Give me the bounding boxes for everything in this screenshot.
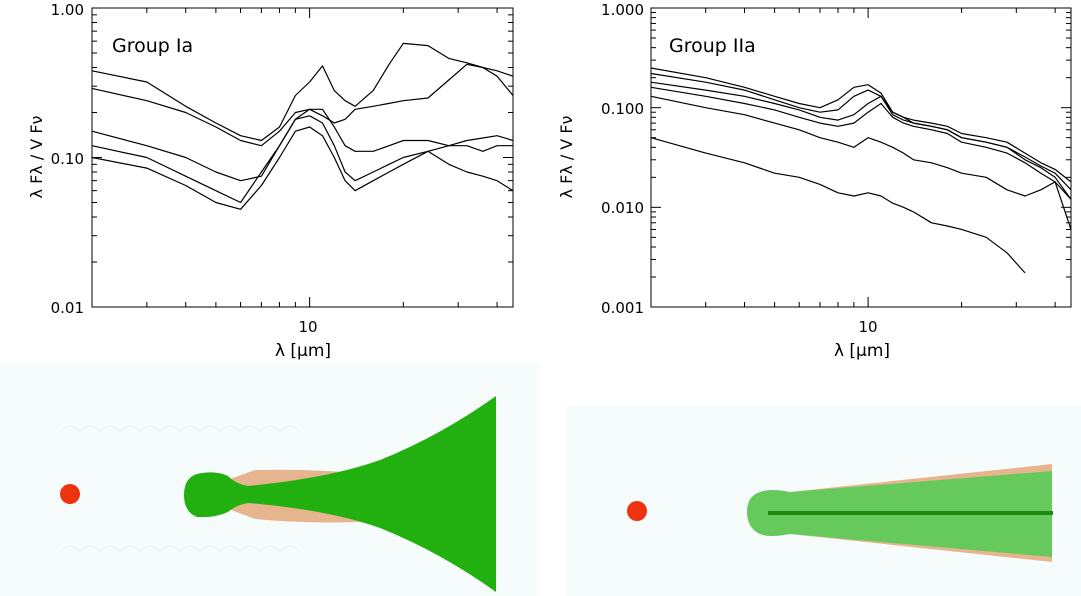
star-icon	[60, 484, 80, 504]
x-axis-label: λ [μm]	[275, 341, 331, 361]
gridticks	[650, 7, 1071, 308]
y-tick-label: 0.001	[601, 299, 644, 317]
series-line	[650, 67, 1072, 191]
series-line	[650, 137, 1026, 274]
y-tick-label: 0.01	[51, 299, 84, 317]
series-line	[650, 81, 1072, 200]
series-line	[91, 42, 514, 142]
flared-disk-body-icon	[184, 396, 496, 592]
x-tick-label: 10	[298, 318, 317, 336]
series-line	[91, 63, 514, 147]
series-line	[91, 108, 513, 182]
y-tick-label: 1.00	[51, 1, 84, 19]
series-line	[650, 95, 1072, 200]
series-line	[650, 86, 1072, 230]
y-axis-label: λ Fλ / V Fν	[27, 115, 46, 198]
y-axis-label: λ Fλ / V Fν	[557, 115, 576, 198]
series-lines	[91, 42, 514, 210]
y-tick-label: 0.010	[601, 199, 644, 217]
y-tick-label: 0.10	[51, 150, 84, 168]
series-line	[91, 115, 514, 204]
y-tick-label: 1.000	[601, 1, 644, 19]
x-axis-label: λ [μm]	[834, 341, 890, 361]
series-line	[91, 126, 514, 210]
series-lines	[650, 67, 1072, 274]
panel-label: Group IIa	[669, 35, 756, 57]
chart-group-iia: Group IIa 1.000 0.100 0.010 0.001 10 λ […	[557, 1, 1072, 361]
x-tick-label: 10	[858, 318, 877, 336]
series-line	[650, 72, 1072, 183]
y-tick-label: 0.100	[601, 100, 644, 118]
plot-frame	[650, 7, 1072, 308]
flared-disk-schematic	[0, 364, 539, 596]
chart-group-ia: Group Ia 1.00 0.10 0.01 10 λ [μm] λ Fλ /…	[27, 1, 514, 361]
self-shadowed-disk-schematic	[566, 405, 1081, 596]
star-icon	[627, 501, 647, 521]
panel-label: Group Ia	[112, 35, 193, 57]
faint-background-texture	[59, 425, 301, 554]
